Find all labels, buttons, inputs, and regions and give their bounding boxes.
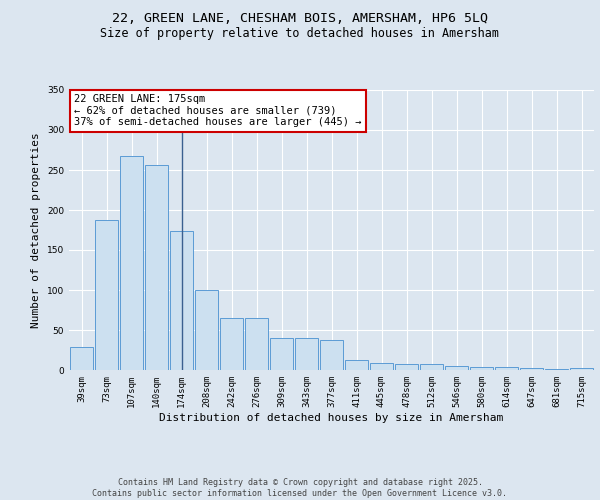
Bar bbox=[344, 360, 368, 370]
Bar bbox=[170, 231, 193, 370]
Text: Size of property relative to detached houses in Amersham: Size of property relative to detached ho… bbox=[101, 28, 499, 40]
Bar bbox=[119, 156, 143, 370]
X-axis label: Distribution of detached houses by size in Amersham: Distribution of detached houses by size … bbox=[160, 412, 503, 422]
Text: Contains HM Land Registry data © Crown copyright and database right 2025.
Contai: Contains HM Land Registry data © Crown c… bbox=[92, 478, 508, 498]
Bar bbox=[445, 366, 469, 370]
Bar bbox=[569, 368, 593, 370]
Bar bbox=[95, 220, 118, 370]
Bar bbox=[395, 364, 418, 370]
Text: 22 GREEN LANE: 175sqm
← 62% of detached houses are smaller (739)
37% of semi-det: 22 GREEN LANE: 175sqm ← 62% of detached … bbox=[74, 94, 362, 128]
Bar bbox=[145, 165, 169, 370]
Bar bbox=[269, 338, 293, 370]
Bar bbox=[320, 340, 343, 370]
Bar bbox=[470, 367, 493, 370]
Bar bbox=[419, 364, 443, 370]
Bar bbox=[370, 363, 394, 370]
Bar bbox=[194, 290, 218, 370]
Bar bbox=[220, 318, 244, 370]
Bar bbox=[245, 318, 268, 370]
Y-axis label: Number of detached properties: Number of detached properties bbox=[31, 132, 41, 328]
Bar bbox=[295, 338, 319, 370]
Text: 22, GREEN LANE, CHESHAM BOIS, AMERSHAM, HP6 5LQ: 22, GREEN LANE, CHESHAM BOIS, AMERSHAM, … bbox=[112, 12, 488, 26]
Bar bbox=[520, 368, 544, 370]
Bar bbox=[70, 347, 94, 370]
Bar bbox=[494, 367, 518, 370]
Bar bbox=[545, 369, 568, 370]
